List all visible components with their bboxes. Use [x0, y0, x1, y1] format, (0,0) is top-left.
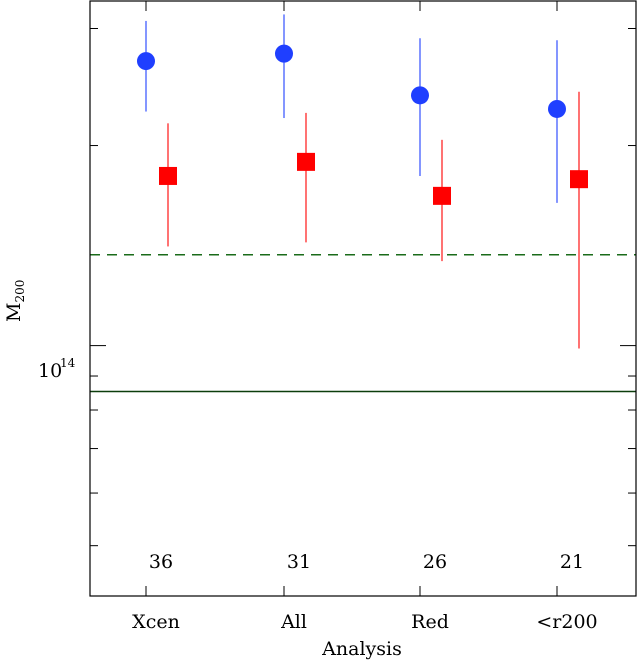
- count-label-4: 21: [560, 551, 584, 573]
- y-ticks: [90, 28, 636, 547]
- x-tick-label-2: All: [280, 611, 307, 633]
- markers: [137, 44, 588, 205]
- data-point-circle-2: [275, 44, 293, 63]
- plot-frame: [89, 0, 637, 597]
- x-axis-label: Analysis: [321, 638, 402, 660]
- count-label-3: 26: [423, 551, 447, 573]
- data-point-square-1: [159, 166, 177, 185]
- x-ticks: [145, 1, 558, 596]
- data-point-circle-1: [137, 52, 155, 71]
- svg-text:M200: M200: [3, 280, 27, 322]
- y-axis-label: M200: [3, 280, 27, 322]
- category-labels: Xcen All Red <r200: [132, 611, 597, 633]
- count-label-2: 31: [287, 551, 311, 573]
- count-label-1: 36: [149, 551, 173, 573]
- error-bars: [145, 14, 580, 349]
- x-tick-label-3: Red: [411, 611, 449, 633]
- data-point-circle-4: [548, 99, 566, 118]
- x-tick-label-4: <r200: [536, 611, 597, 633]
- y-axis-label-main: M: [3, 303, 25, 322]
- data-point-square-2: [297, 152, 315, 171]
- y-tick-label-exponent: 14: [60, 356, 76, 370]
- data-point-square-3: [433, 186, 451, 205]
- y-axis-label-subscript: 200: [13, 280, 27, 303]
- reference-lines: [90, 253, 636, 393]
- data-point-square-4: [570, 170, 588, 189]
- data-point-circle-3: [411, 86, 429, 105]
- x-tick-label-1: Xcen: [132, 611, 180, 633]
- y-tick-label-base: 10: [38, 360, 62, 382]
- count-labels: 36 31 26 21: [149, 551, 584, 573]
